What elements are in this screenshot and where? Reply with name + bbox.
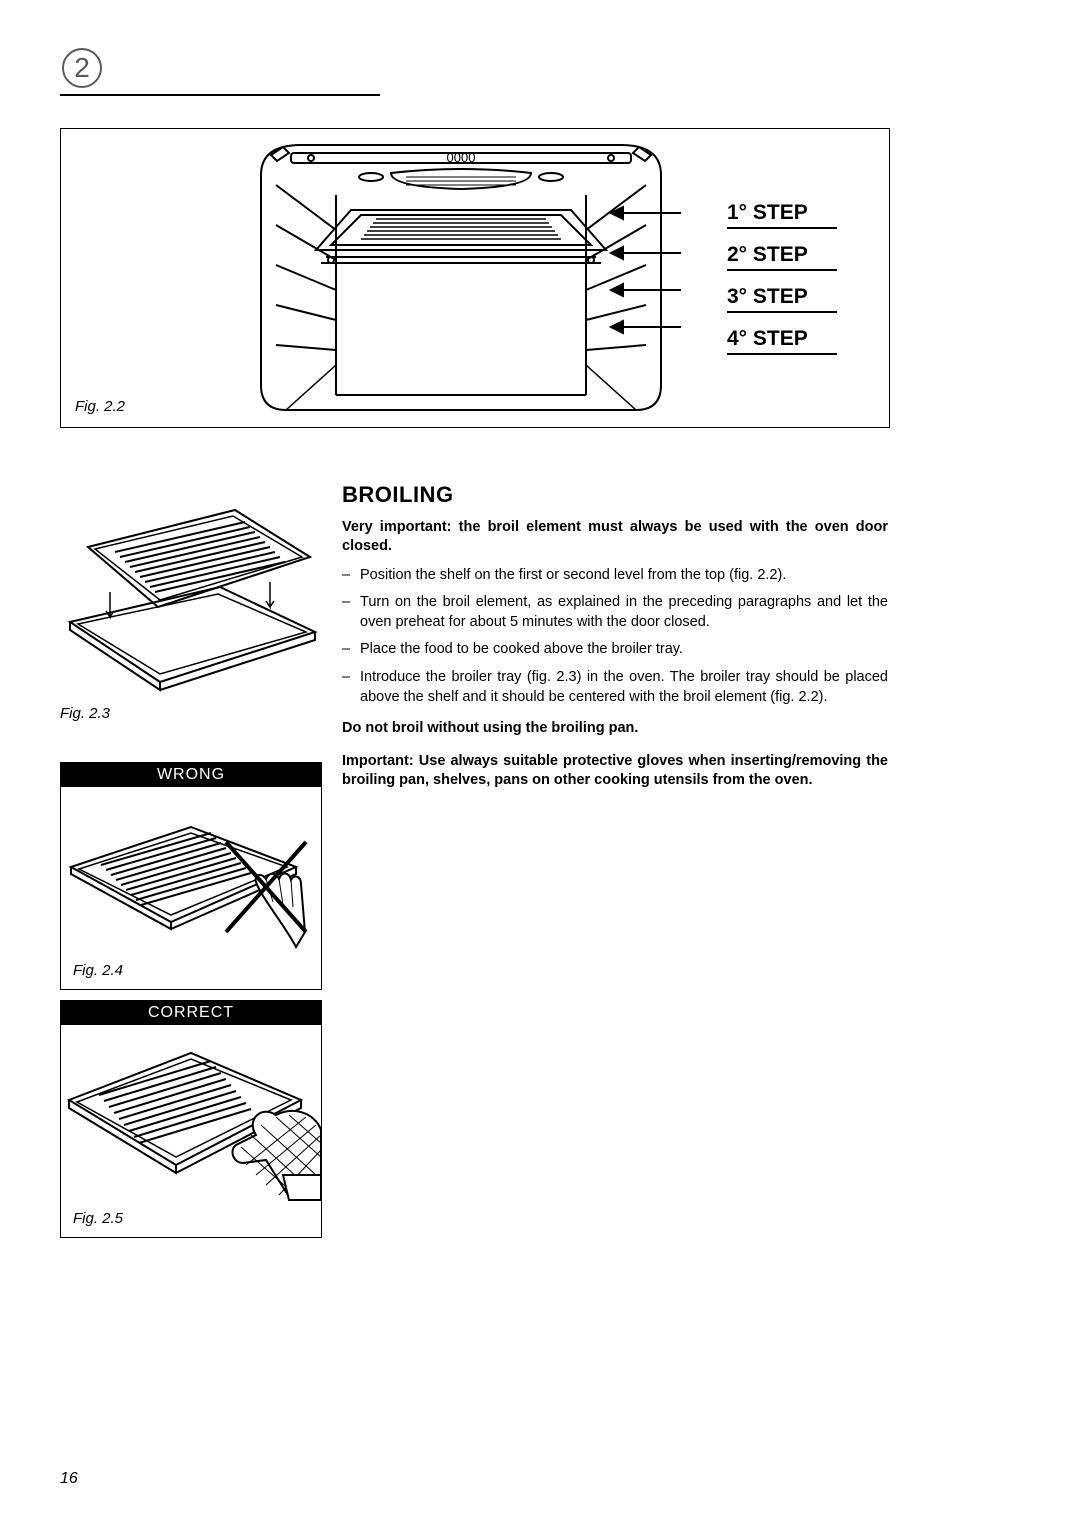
instruction-item: Place the food to be cooked above the br… [342,640,888,660]
instruction-list: Position the shelf on the first or secon… [342,566,888,707]
warning-1: Do not broil without using the broiling … [342,719,888,738]
svg-text:0000: 0000 [447,150,476,165]
figure-2-4-caption: Fig. 2.4 [61,962,321,989]
figure-2-2: 0000 [60,128,890,428]
figure-2-2-caption: Fig. 2.2 [75,398,125,415]
page-number: 16 [60,1470,78,1488]
correct-label: CORRECT [61,1001,321,1025]
warning-2: Important: Use always suitable protectiv… [342,752,888,790]
oven-interior-diagram: 0000 [241,135,681,415]
broiler-tray-diagram [60,482,322,692]
step-1-label: 1° STEP [727,201,837,229]
important-note-1: Very important: the broil element must a… [342,518,888,556]
correct-handling-diagram [61,1025,321,1205]
step-2-label: 2° STEP [727,243,837,271]
figure-2-5-caption: Fig. 2.5 [61,1210,321,1237]
section-title: BROILING [342,482,888,508]
figure-2-5: CORRECT Fig. 2.5 [60,1000,322,1238]
chapter-rule [60,94,380,96]
instruction-item: Position the shelf on the first or secon… [342,566,888,586]
step-4-label: 4° STEP [727,327,837,355]
figure-2-3-caption: Fig. 2.3 [60,705,322,722]
step-3-label: 3° STEP [727,285,837,313]
wrong-handling-diagram [61,787,321,957]
figure-2-4: WRONG Fig. 2.4 [60,762,322,990]
content-column: BROILING Very important: the broil eleme… [342,482,888,800]
instruction-item: Turn on the broil element, as explained … [342,593,888,632]
chapter-number-badge: 2 [62,48,102,88]
figure-2-3: Fig. 2.3 [60,482,322,722]
wrong-label: WRONG [61,763,321,787]
step-labels: 1° STEP 2° STEP 3° STEP 4° STEP [727,201,837,355]
chapter-number: 2 [74,52,90,84]
instruction-item: Introduce the broiler tray (fig. 2.3) in… [342,668,888,707]
